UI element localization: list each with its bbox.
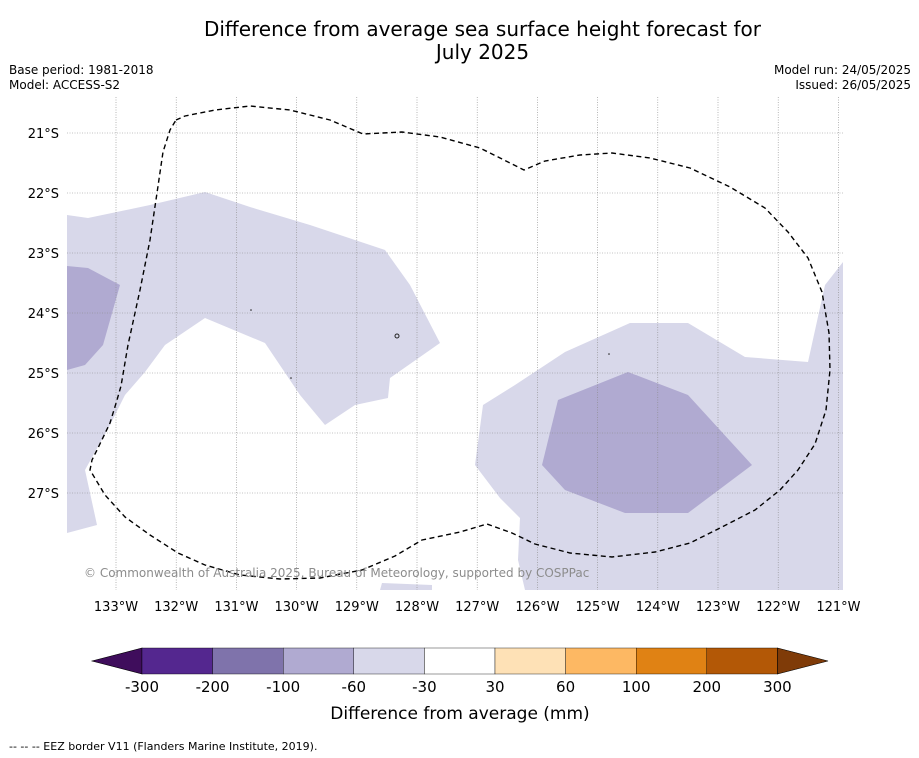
lon-label: 128°W bbox=[395, 600, 439, 615]
island-marker bbox=[290, 377, 292, 379]
colorbar-tick-label: -60 bbox=[342, 678, 367, 696]
lon-label: 127°W bbox=[455, 600, 499, 615]
anomaly-region-medium-w bbox=[67, 266, 120, 370]
map-title: Difference from average sea surface heig… bbox=[150, 18, 815, 64]
colorbar-segment bbox=[565, 647, 637, 675]
base-period: Base period: 1981-2018 bbox=[9, 63, 154, 77]
colorbar-segment bbox=[212, 647, 284, 675]
colorbar-tick-label: -200 bbox=[196, 678, 230, 696]
island-marker bbox=[250, 309, 252, 311]
lat-label: 27°S bbox=[28, 487, 59, 502]
lat-label: 23°S bbox=[28, 247, 59, 262]
colorbar-tick-label: 200 bbox=[692, 678, 721, 696]
anomaly-region-light-nw bbox=[67, 192, 440, 533]
longitude-labels: 133°W 132°W 131°W 130°W 129°W 128°W 127°W 126°W… bbox=[94, 600, 861, 615]
lat-label: 21°S bbox=[28, 127, 59, 142]
longitude-gridlines bbox=[115, 97, 839, 590]
lon-label: 125°W bbox=[576, 600, 620, 615]
model-name: Model: ACCESS-S2 bbox=[9, 78, 121, 92]
colorbar-tick-label: -30 bbox=[412, 678, 437, 696]
lon-label: 124°W bbox=[636, 600, 680, 615]
right-metadata: Model run: 24/05/2025 Issued: 26/05/2025 bbox=[774, 63, 911, 93]
lon-label: 121°W bbox=[816, 600, 860, 615]
left-metadata: Base period: 1981-2018 Model: ACCESS-S2 bbox=[9, 63, 154, 93]
lon-label: 129°W bbox=[335, 600, 379, 615]
colorbar-tick-label: -300 bbox=[125, 678, 159, 696]
colorbar bbox=[90, 647, 829, 675]
lon-label: 131°W bbox=[214, 600, 258, 615]
latitude-labels: 21°S 22°S 23°S 24°S 25°S 26°S 27°S bbox=[28, 127, 59, 502]
colorbar-segment bbox=[636, 647, 708, 675]
eez-footnote: -- -- -- EEZ border V11 (Flanders Marine… bbox=[9, 740, 318, 753]
lon-label: 123°W bbox=[696, 600, 740, 615]
anomaly-region-medium-e bbox=[542, 372, 752, 513]
colorbar-extend-high bbox=[777, 647, 829, 675]
colorbar-tick-labels: -300 -200 -100 -60 -30 30 60 100 200 300 bbox=[125, 678, 792, 696]
colorbar-tick-label: 30 bbox=[485, 678, 504, 696]
lon-label: 133°W bbox=[94, 600, 138, 615]
map-figure: 21°S22°S23°S24°S25°S26°S27°S 133°W 132°W 1… bbox=[28, 97, 861, 724]
issued-date: Issued: 26/05/2025 bbox=[795, 78, 911, 92]
eez-border bbox=[89, 105, 831, 580]
colorbar-tick-label: 60 bbox=[556, 678, 575, 696]
colorbar-extend-low bbox=[90, 647, 143, 675]
colorbar-segment bbox=[141, 647, 213, 675]
colorbar-tick-label: 300 bbox=[763, 678, 792, 696]
colorbar-segment bbox=[353, 647, 425, 675]
anomaly-field bbox=[67, 192, 843, 590]
colorbar-tick-label: -100 bbox=[266, 678, 300, 696]
colorbar-segment bbox=[424, 647, 496, 675]
island-marker bbox=[394, 333, 400, 339]
colorbar-segment bbox=[283, 647, 355, 675]
model-run: Model run: 24/05/2025 bbox=[773, 63, 911, 77]
lon-label: 126°W bbox=[515, 600, 559, 615]
lat-label: 22°S bbox=[28, 187, 59, 202]
title-line-1: Difference from average sea surface heig… bbox=[203, 17, 762, 41]
lat-label: 26°S bbox=[28, 427, 59, 442]
latitude-gridlines bbox=[67, 132, 843, 494]
lon-label: 122°W bbox=[756, 600, 800, 615]
copyright-notice: © Commonwealth of Australia 2025, Bureau… bbox=[84, 566, 589, 580]
lon-label: 132°W bbox=[154, 600, 198, 615]
title-line-2: July 2025 bbox=[435, 40, 530, 64]
colorbar-segment bbox=[494, 647, 566, 675]
anomaly-region-light-s bbox=[380, 583, 432, 590]
island-marker bbox=[608, 353, 610, 355]
lat-label: 25°S bbox=[28, 367, 59, 382]
lon-label: 130°W bbox=[275, 600, 319, 615]
lat-label: 24°S bbox=[28, 307, 59, 322]
colorbar-tick-label: 100 bbox=[622, 678, 651, 696]
colorbar-title: Difference from average (mm) bbox=[330, 704, 589, 724]
colorbar-segment bbox=[706, 647, 778, 675]
